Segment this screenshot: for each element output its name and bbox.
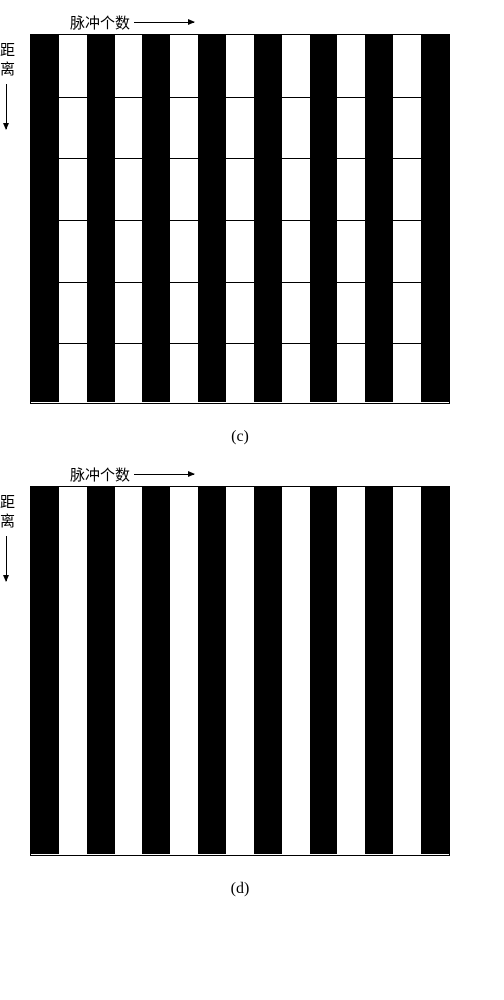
y-axis-label: 距离 xyxy=(0,42,17,80)
gridline xyxy=(31,158,449,159)
stripe-cell xyxy=(282,487,310,854)
y-axis: 距离 xyxy=(0,494,17,581)
stripe-cell xyxy=(226,487,254,854)
gridline xyxy=(31,220,449,221)
stripe-cell xyxy=(282,35,310,402)
arrow-right-icon xyxy=(134,22,194,23)
stripe-cell xyxy=(421,35,449,402)
stripe-cell xyxy=(115,487,143,854)
stripe-cell xyxy=(254,487,282,854)
gridline xyxy=(31,97,449,98)
stripe-cell xyxy=(31,487,59,854)
stripe-cell xyxy=(393,487,421,854)
stripe-cell xyxy=(365,35,393,402)
stripe-cell xyxy=(310,487,338,854)
y-axis-label: 距离 xyxy=(0,494,17,532)
stripe-cell xyxy=(198,487,226,854)
stripe-cell xyxy=(198,35,226,402)
stripe-cell xyxy=(337,35,365,402)
stripe-cell xyxy=(365,487,393,854)
arrow-down-icon xyxy=(6,536,7,581)
stripe-grid-c xyxy=(30,34,450,404)
x-axis: 脉冲个数 xyxy=(70,12,194,33)
stripe-cell xyxy=(254,35,282,402)
stripe-cell xyxy=(59,35,87,402)
x-axis-label: 脉冲个数 xyxy=(70,12,130,33)
stripe-row xyxy=(31,487,449,855)
caption-d: (d) xyxy=(30,880,450,898)
gridline xyxy=(31,343,449,344)
stripe-cell xyxy=(142,487,170,854)
stripe-cell xyxy=(87,35,115,402)
caption-c: (c) xyxy=(30,428,450,446)
stripe-cell xyxy=(337,487,365,854)
stripe-cell xyxy=(226,35,254,402)
x-axis: 脉冲个数 xyxy=(70,464,194,485)
stripe-cell xyxy=(31,35,59,402)
stripe-cell xyxy=(170,487,198,854)
stripe-cell xyxy=(142,35,170,402)
stripe-cell xyxy=(393,35,421,402)
stripe-row xyxy=(31,35,449,403)
arrow-right-icon xyxy=(134,474,194,475)
stripe-grid-d xyxy=(30,486,450,856)
y-axis: 距离 xyxy=(0,42,17,129)
arrow-down-icon xyxy=(6,84,7,129)
stripe-cell xyxy=(115,35,143,402)
stripe-cell xyxy=(310,35,338,402)
figure-c: 脉冲个数 距离 (c) xyxy=(20,34,484,446)
stripe-cell xyxy=(421,487,449,854)
stripe-cell xyxy=(170,35,198,402)
stripe-cell xyxy=(59,487,87,854)
gridline xyxy=(31,282,449,283)
x-axis-label: 脉冲个数 xyxy=(70,464,130,485)
figure-d: 脉冲个数 距离 (d) xyxy=(20,486,484,898)
stripe-cell xyxy=(87,487,115,854)
